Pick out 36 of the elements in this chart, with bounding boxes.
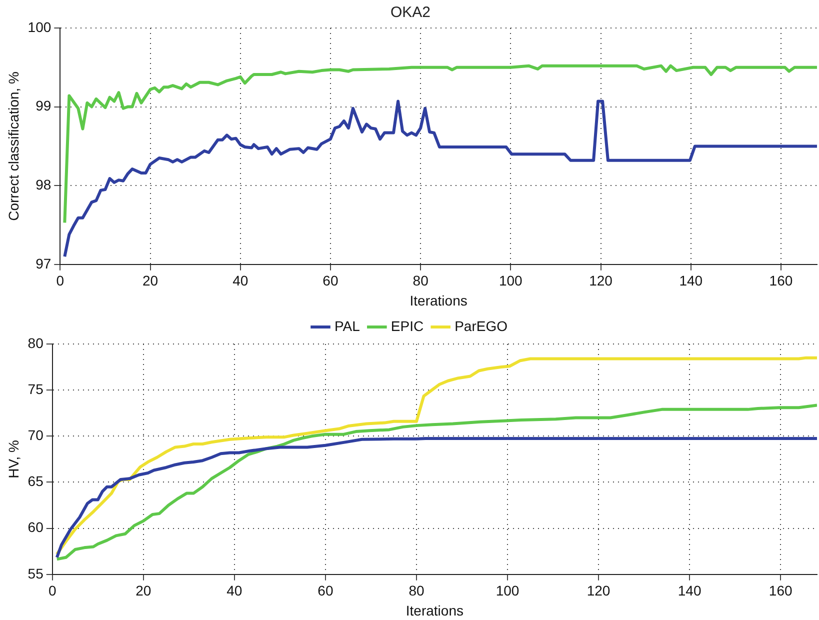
y-axis-title: HV, % bbox=[5, 440, 22, 478]
x-tick-label: 100 bbox=[496, 582, 520, 599]
y-tick-label: 100 bbox=[28, 18, 52, 35]
x-tick-label: 40 bbox=[232, 272, 248, 289]
y-axis-title: Correct classification, % bbox=[5, 72, 22, 221]
y-tick-label: 55 bbox=[28, 565, 44, 582]
y-tick-label: 80 bbox=[28, 334, 44, 351]
x-tick-label: 120 bbox=[589, 272, 613, 289]
x-tick-label: 160 bbox=[769, 272, 793, 289]
x-tick-label: 100 bbox=[498, 272, 523, 289]
x-tick-label: 80 bbox=[408, 582, 424, 599]
y-tick-label: 98 bbox=[36, 176, 52, 192]
y-tick-label: 75 bbox=[28, 380, 44, 397]
y-tick-label: 70 bbox=[28, 427, 44, 444]
legend-label: EPIC bbox=[390, 318, 424, 334]
x-tick-label: 140 bbox=[678, 582, 702, 599]
y-tick-label: 97 bbox=[36, 255, 52, 272]
x-tick-label: 40 bbox=[226, 582, 242, 599]
x-tick-label: 0 bbox=[56, 272, 64, 289]
x-tick-label: 120 bbox=[586, 582, 610, 599]
x-axis-title: Iterations bbox=[410, 292, 468, 308]
x-tick-label: 60 bbox=[318, 582, 334, 599]
y-tick-label: 65 bbox=[28, 473, 44, 490]
legend-label: PAL bbox=[334, 318, 360, 334]
x-tick-label: 20 bbox=[142, 272, 158, 289]
chart-title: OKA2 bbox=[390, 4, 431, 22]
x-tick-label: 0 bbox=[48, 582, 56, 599]
x-tick-label: 80 bbox=[412, 272, 429, 289]
x-tick-label: 140 bbox=[679, 272, 703, 289]
x-axis-title: Iterations bbox=[406, 602, 464, 618]
x-tick-label: 60 bbox=[322, 272, 338, 289]
x-tick-label: 20 bbox=[136, 582, 152, 599]
x-tick-label: 160 bbox=[768, 582, 792, 599]
legend-label: ParEGO bbox=[454, 318, 508, 334]
y-tick-label: 99 bbox=[36, 98, 52, 114]
y-tick-label: 60 bbox=[28, 519, 44, 536]
